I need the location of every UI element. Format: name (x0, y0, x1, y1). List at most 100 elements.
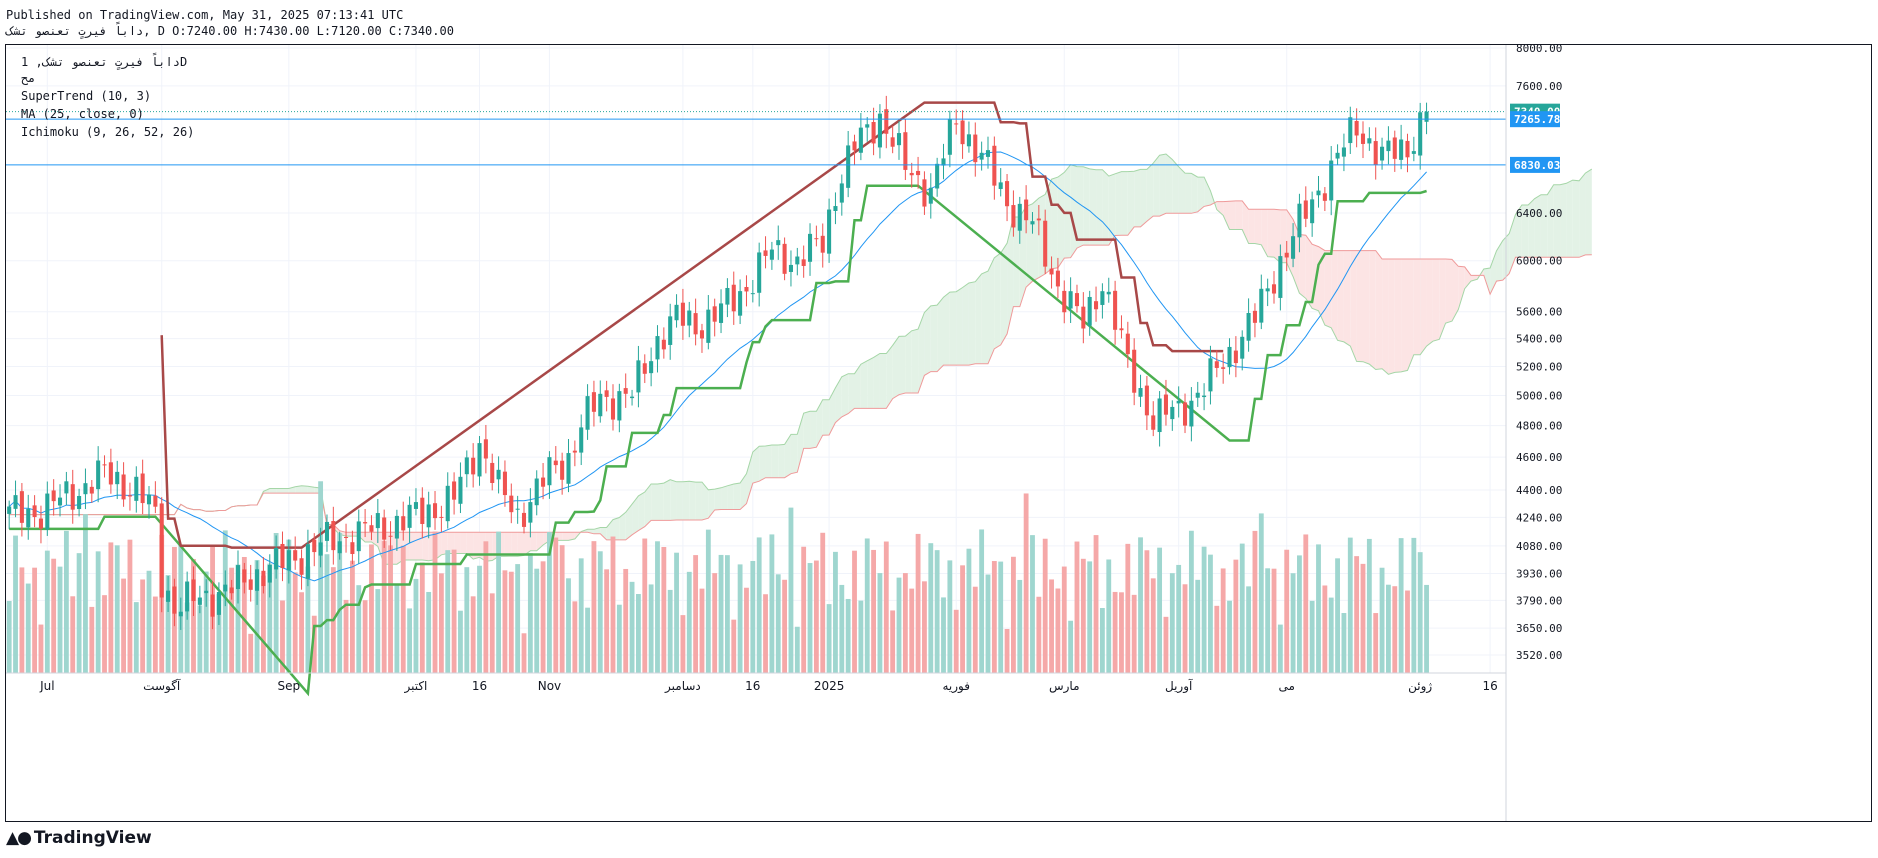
ichimoku-cloud-segment (1394, 258, 1402, 373)
ichimoku-cloud-segment (1299, 234, 1306, 299)
candle-body (801, 259, 806, 266)
volume-bar (1233, 559, 1239, 673)
volume-bar (1265, 568, 1271, 673)
volume-bar (280, 600, 285, 673)
ichimoku-cloud-segment (276, 488, 283, 494)
legend-currency: مح (21, 71, 36, 85)
legend-ma[interactable]: MA (25, close, 0) (21, 107, 144, 121)
volume-bar (718, 554, 724, 673)
ichimoku-cloud-segment (454, 532, 461, 554)
candle-body (337, 541, 342, 554)
candle-body (26, 508, 31, 528)
ichimoku-cloud-segment (695, 482, 702, 521)
legend-ichimoku[interactable]: Ichimoku (9, 26, 52, 26) (21, 125, 195, 139)
volume-bar (63, 530, 69, 673)
x-tick-label: آگوست (143, 678, 181, 694)
candle-body (153, 495, 158, 507)
candle-body (344, 537, 349, 539)
volume-bar (1131, 594, 1137, 673)
ichimoku-cloud-segment (918, 312, 925, 393)
ichimoku-cloud-segment (975, 273, 982, 364)
ichimoku-cloud-segment (1401, 258, 1408, 372)
candle-body (795, 256, 800, 265)
tradingview-logo-icon: ▲● (6, 828, 32, 848)
price-chart[interactable]: 3520.00 3650.00 3790.00 3930.00 4080.00 4240.… (6, 45, 1872, 822)
ichimoku-cloud-segment (943, 292, 950, 366)
ichimoku-cloud-segment (1420, 258, 1427, 355)
candle-body (159, 503, 164, 598)
ichimoku-cloud-segment (1051, 177, 1058, 269)
volume-bar (979, 529, 985, 673)
candle-body (1005, 181, 1010, 207)
candle-body (1202, 395, 1207, 398)
candle-body (712, 306, 717, 322)
volume-bar (140, 579, 146, 673)
candle-body (7, 506, 12, 514)
volume-bar (534, 568, 540, 673)
volume-bar (858, 600, 864, 673)
volume-bar (1258, 513, 1264, 673)
candle-body (680, 302, 685, 326)
volume-bar (1366, 538, 1372, 673)
ichimoku-cloud-segment (1540, 194, 1548, 258)
ichimoku-cloud-segment (1579, 173, 1586, 258)
candle-body (1278, 256, 1283, 298)
price-badge (1510, 111, 1560, 128)
y-tick-label: 6400.00 (1516, 207, 1562, 220)
candle-body (1113, 290, 1118, 330)
chart-area[interactable]: 3520.00 3650.00 3790.00 3930.00 4080.00 4240.… (5, 44, 1872, 822)
volume-bar (44, 550, 50, 673)
candle-body (630, 396, 635, 399)
volume-bar (32, 567, 38, 673)
volume-bar (1341, 613, 1347, 673)
volume-bar (203, 571, 209, 673)
volume-bar (515, 564, 521, 673)
candle-body (769, 249, 774, 260)
candle-body (947, 118, 952, 155)
ichimoku-cloud-segment (625, 504, 633, 540)
volume-bar (1125, 543, 1131, 673)
volume-bar (1119, 592, 1124, 673)
x-tick-label: دسامبر (664, 679, 701, 694)
volume-bar (1284, 549, 1290, 673)
ichimoku-cloud-segment (981, 271, 988, 364)
ichimoku-cloud-segment (835, 376, 842, 423)
candle-body (382, 517, 387, 540)
candle-body (1252, 310, 1257, 323)
candle-body (369, 525, 374, 532)
volume-bar (445, 550, 451, 673)
candle-body (432, 503, 438, 519)
legend-supertrend[interactable]: SuperTrend (10, 3) (21, 89, 152, 103)
ichimoku-cloud-segment (1140, 169, 1147, 227)
ichimoku-cloud-segment (733, 483, 741, 510)
tradingview-logo[interactable]: ▲● TradingView (6, 828, 152, 848)
ichimoku-cloud-segment (530, 532, 537, 551)
volume-bar (1239, 543, 1245, 673)
candle-body (1297, 203, 1302, 238)
ichimoku-cloud-segment (1521, 205, 1529, 258)
candle-body (1081, 306, 1086, 329)
candle-body (699, 330, 705, 339)
ichimoku-cloud-segment (301, 485, 308, 494)
volume-bar (902, 573, 908, 673)
volume-bar (750, 560, 756, 673)
y-tick-label: 5400.00 (1516, 333, 1562, 346)
volume-bar (1150, 578, 1156, 673)
ichimoku-cloud-segment (644, 483, 652, 527)
candle-body (1316, 190, 1321, 196)
x-tick-label: 16 (1482, 679, 1497, 693)
candle-body (928, 187, 933, 204)
volume-bar (629, 581, 635, 673)
volume-bar (1144, 550, 1150, 673)
volume-bar (667, 589, 673, 673)
volume-bar (1405, 590, 1410, 673)
ichimoku-cloud-segment (765, 445, 772, 478)
ichimoku-cloud-segment (784, 434, 791, 478)
candle-body (191, 579, 196, 602)
candle-body (89, 486, 94, 494)
volume-bar (57, 566, 63, 673)
volume-bar (947, 560, 953, 673)
volume-bar (1277, 624, 1283, 673)
y-tick-label: 4080.00 (1516, 540, 1562, 553)
volume-bar (477, 565, 482, 673)
